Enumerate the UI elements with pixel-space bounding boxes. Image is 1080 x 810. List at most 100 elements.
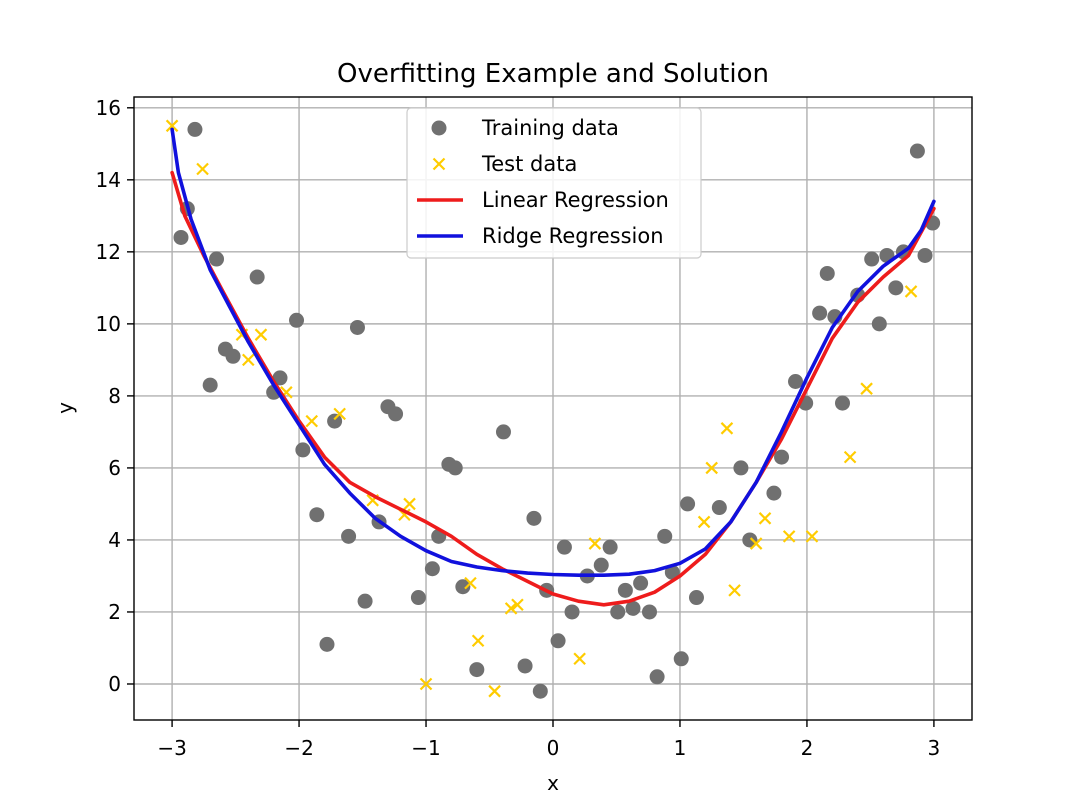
training-point bbox=[526, 510, 542, 526]
legend: Training data Test data Linear Regression R… bbox=[406, 107, 702, 259]
test-point bbox=[728, 584, 741, 597]
series-ridge-regression bbox=[170, 127, 936, 577]
x-tick-label: 3 bbox=[928, 736, 941, 760]
training-point bbox=[742, 532, 758, 548]
test-point bbox=[254, 328, 268, 341]
test-point bbox=[464, 576, 477, 590]
training-point bbox=[388, 406, 404, 422]
training-point bbox=[424, 561, 440, 577]
test-point bbox=[333, 407, 346, 421]
y-tick-label: 8 bbox=[108, 384, 121, 408]
legend-label: Training data bbox=[481, 116, 619, 140]
test-point bbox=[488, 684, 501, 698]
training-point bbox=[733, 460, 749, 476]
x-axis: −3 −2 −1 0 1 2 3 bbox=[157, 720, 940, 760]
test-point bbox=[305, 414, 319, 428]
training-point bbox=[819, 265, 835, 281]
training-point bbox=[410, 590, 426, 606]
test-point bbox=[504, 602, 518, 615]
training-point bbox=[909, 143, 925, 159]
training-point bbox=[610, 604, 626, 620]
test-point bbox=[843, 450, 857, 464]
y-tick-label: 4 bbox=[108, 528, 121, 552]
y-tick-label: 14 bbox=[96, 168, 121, 192]
regression-line bbox=[170, 170, 936, 607]
test-point bbox=[904, 285, 918, 298]
test-point bbox=[758, 512, 772, 525]
regression-line bbox=[170, 127, 936, 577]
training-point bbox=[657, 528, 673, 544]
legend-label: Test data bbox=[481, 152, 577, 176]
training-point bbox=[447, 460, 463, 476]
training-point bbox=[349, 319, 365, 335]
test-point bbox=[720, 422, 734, 435]
test-point bbox=[511, 598, 524, 612]
training-point bbox=[532, 683, 548, 699]
training-point bbox=[888, 280, 904, 296]
training-point bbox=[688, 590, 704, 606]
training-point bbox=[774, 449, 790, 465]
training-point bbox=[327, 413, 343, 429]
x-tick-label: −3 bbox=[157, 736, 186, 760]
y-tick-label: 2 bbox=[108, 600, 121, 624]
test-point bbox=[196, 162, 209, 176]
training-point bbox=[673, 651, 689, 667]
test-point bbox=[165, 119, 179, 133]
series-linear-regression bbox=[170, 170, 936, 607]
training-point bbox=[495, 424, 511, 440]
training-point bbox=[295, 442, 311, 458]
test-point bbox=[697, 515, 711, 529]
y-tick-label: 12 bbox=[96, 240, 121, 264]
legend-marker-x bbox=[432, 157, 446, 171]
training-point bbox=[225, 348, 241, 364]
test-point bbox=[471, 634, 485, 648]
training-point bbox=[871, 316, 887, 332]
training-point bbox=[187, 121, 203, 137]
training-point bbox=[469, 662, 485, 678]
training-point bbox=[173, 229, 189, 245]
training-point bbox=[602, 539, 618, 555]
training-point bbox=[766, 485, 782, 501]
x-tick-label: −2 bbox=[284, 736, 313, 760]
training-point bbox=[633, 575, 649, 591]
training-point bbox=[564, 604, 580, 620]
training-point bbox=[917, 247, 933, 263]
training-point bbox=[625, 600, 641, 616]
training-point bbox=[812, 305, 828, 321]
y-tick-label: 16 bbox=[96, 96, 121, 120]
y-axis: 0 2 4 6 8 10 12 14 16 bbox=[96, 96, 134, 696]
training-point bbox=[641, 604, 657, 620]
test-point bbox=[573, 652, 586, 666]
y-tick-label: 0 bbox=[108, 672, 121, 696]
y-tick-label: 10 bbox=[96, 312, 121, 336]
training-point bbox=[617, 582, 633, 598]
training-point bbox=[680, 496, 696, 512]
training-point bbox=[341, 528, 357, 544]
test-point bbox=[241, 353, 255, 367]
training-point bbox=[864, 251, 880, 267]
legend-label: Ridge Regression bbox=[482, 224, 664, 248]
test-point bbox=[860, 382, 873, 395]
training-point bbox=[556, 539, 572, 555]
test-point bbox=[588, 537, 602, 550]
x-tick-label: 0 bbox=[547, 736, 560, 760]
test-point bbox=[705, 461, 718, 475]
plot-area bbox=[165, 119, 941, 699]
training-point bbox=[209, 251, 225, 267]
training-point bbox=[550, 633, 566, 649]
x-tick-label: −1 bbox=[411, 736, 440, 760]
x-axis-label: x bbox=[547, 771, 559, 795]
training-point bbox=[272, 370, 288, 386]
training-point bbox=[319, 636, 335, 652]
training-point bbox=[202, 377, 218, 393]
training-point bbox=[834, 395, 850, 411]
y-axis-label: y bbox=[53, 402, 77, 414]
training-point bbox=[664, 564, 680, 580]
training-point bbox=[455, 579, 471, 595]
training-point bbox=[711, 500, 727, 516]
chart-title: Overfitting Example and Solution bbox=[337, 59, 769, 89]
legend-box bbox=[406, 107, 702, 259]
test-point bbox=[403, 497, 416, 511]
training-point bbox=[649, 669, 665, 685]
